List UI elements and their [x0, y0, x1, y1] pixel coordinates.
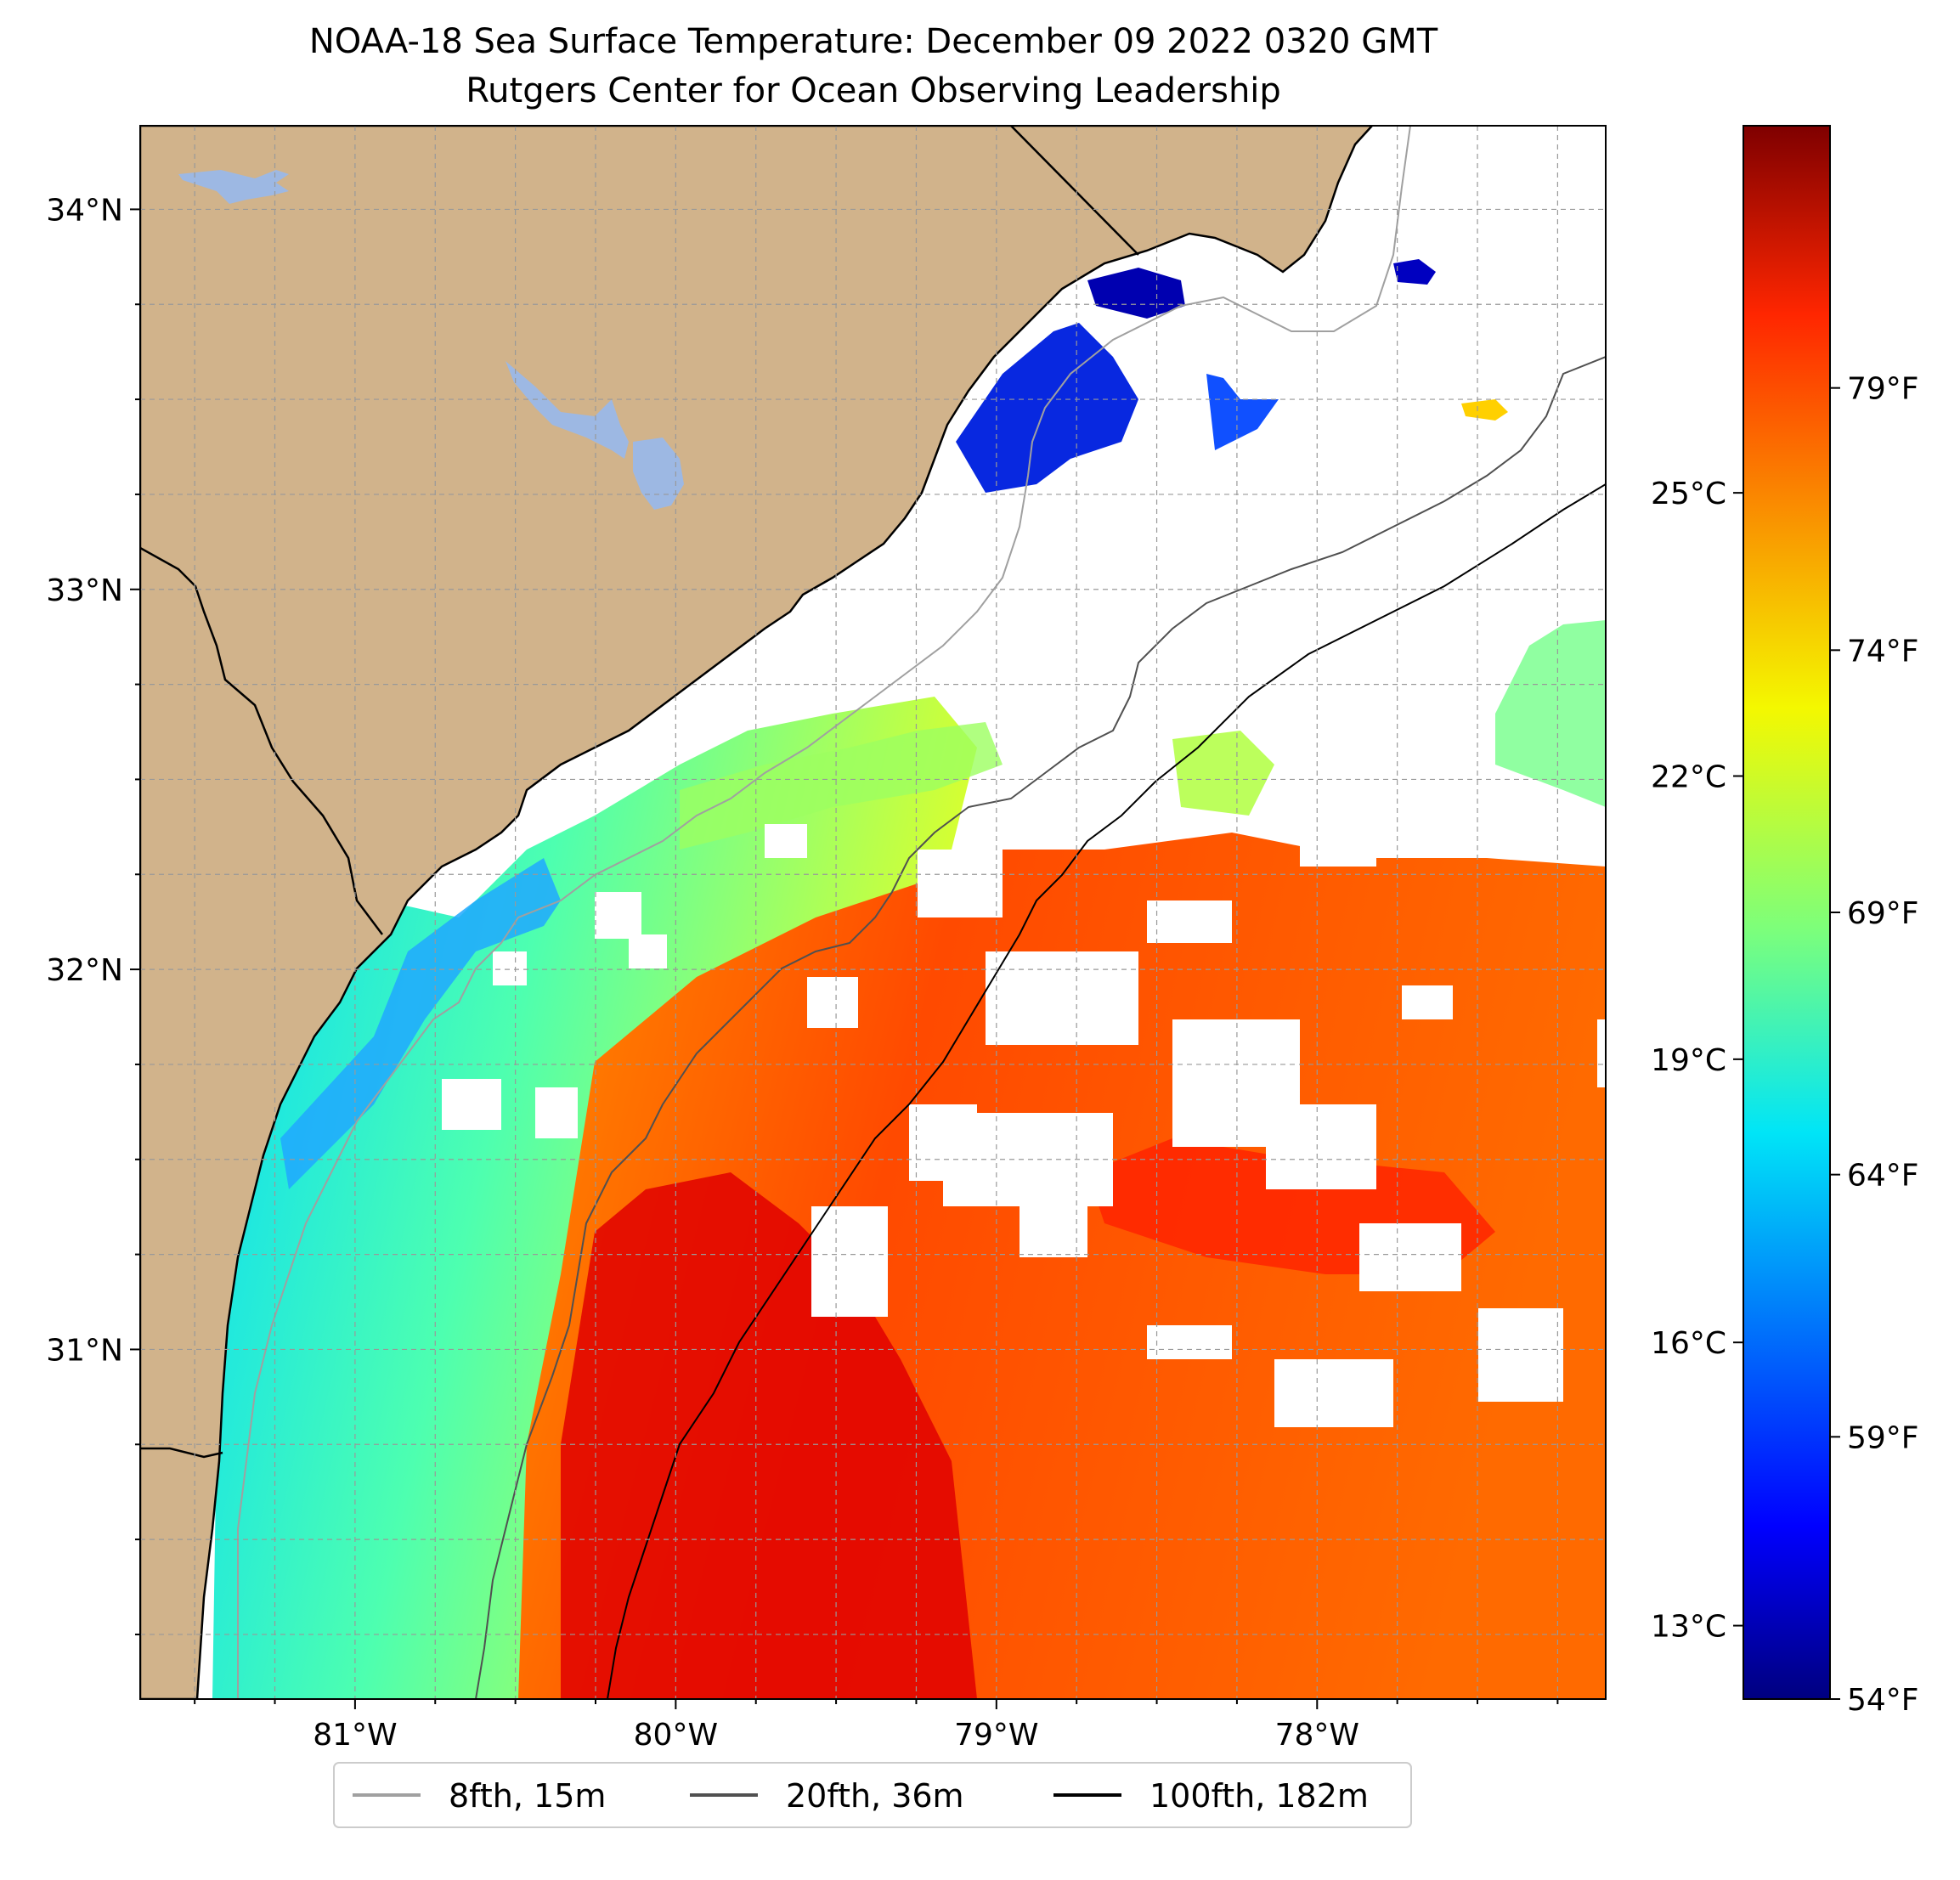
- colorbar-celsius-ticks: 13°C 16°C 19°C 22°C 25°C: [1651, 477, 1743, 1645]
- lon-tick-label: 79°W: [954, 1718, 1038, 1753]
- sst-darkblue-east: [1393, 259, 1436, 285]
- gridlines: [140, 126, 1606, 1699]
- celsius-tick-label: 13°C: [1651, 1610, 1726, 1645]
- sst-green-mid: [1172, 731, 1274, 816]
- fl-ga-boundary: [140, 1447, 223, 1459]
- sst-blue-nearshore: [280, 858, 561, 1189]
- title-line1: NOAA-18 Sea Surface Temperature: Decembe…: [309, 22, 1438, 61]
- lat-tick-label: 34°N: [46, 193, 123, 228]
- lon-axis: 81°W 80°W 79°W 78°W: [194, 1699, 1559, 1753]
- celsius-tick-label: 22°C: [1651, 759, 1726, 794]
- legend-box: [333, 1762, 1412, 1828]
- fahrenheit-tick-label: 69°F: [1847, 896, 1919, 931]
- lake-marion: [506, 361, 629, 459]
- fahrenheit-tick-label: 54°F: [1847, 1683, 1919, 1718]
- sst-red-core: [561, 1172, 977, 1699]
- colorbar: 13°C 16°C 19°C 22°C 25°C 54°F 59°F 64°F 69°F 74°…: [1651, 125, 1919, 1718]
- title-line2: Rutgers Center for Ocean Observing Leade…: [466, 71, 1281, 110]
- lon-tick-label: 81°W: [313, 1718, 397, 1753]
- state-boundary: [1010, 126, 1139, 256]
- celsius-tick-label: 16°C: [1651, 1326, 1726, 1361]
- map-frame: [139, 125, 1607, 1700]
- sst-green-band: [680, 722, 1003, 850]
- legend-label-100fth: 100fth, 182m: [1149, 1777, 1369, 1815]
- isobath-legend: 8fth, 15m 20fth, 36m 100fth, 182m: [333, 1762, 1412, 1828]
- sst-blue-patch: [1206, 374, 1279, 450]
- colorbar-gradient: [1743, 125, 1831, 1700]
- lon-tick-label: 78°W: [1275, 1718, 1359, 1753]
- sst-darkblue-north: [1087, 268, 1185, 319]
- lat-tick-label: 32°N: [46, 953, 123, 988]
- celsius-tick-label: 19°C: [1651, 1043, 1726, 1078]
- lake-moultrie: [633, 438, 684, 510]
- legend-label-20fth: 20fth, 36m: [786, 1777, 964, 1815]
- fahrenheit-tick-label: 79°F: [1847, 372, 1919, 407]
- fahrenheit-tick-label: 59°F: [1847, 1420, 1919, 1455]
- lat-axis: 34°N 33°N 32°N 31°N: [46, 193, 140, 1635]
- map-area: [140, 126, 1606, 1699]
- lake-north: [178, 170, 289, 204]
- land-mass: [140, 126, 1374, 1699]
- isobath-100fth: [607, 483, 1606, 1699]
- lon-tick-label: 80°W: [634, 1718, 718, 1753]
- fahrenheit-tick-label: 64°F: [1847, 1159, 1919, 1194]
- sst-yellow-north: [1461, 399, 1508, 421]
- colorbar-fahrenheit-ticks: 54°F 59°F 64°F 69°F 74°F 79°F: [1830, 372, 1919, 1718]
- georgia-sc-boundary: [140, 546, 383, 935]
- lat-tick-label: 31°N: [46, 1333, 123, 1368]
- sst-data-layer: [212, 259, 1606, 1699]
- sst-green-east: [1495, 620, 1606, 807]
- celsius-tick-label: 25°C: [1651, 477, 1726, 511]
- legend-label-8fth: 8fth, 15m: [449, 1777, 606, 1815]
- isobath-8fth: [237, 126, 1411, 1699]
- lat-tick-label: 33°N: [46, 573, 123, 608]
- isobath-20fth: [475, 356, 1606, 1699]
- fahrenheit-tick-label: 74°F: [1847, 634, 1919, 669]
- sst-blue-north: [956, 323, 1138, 493]
